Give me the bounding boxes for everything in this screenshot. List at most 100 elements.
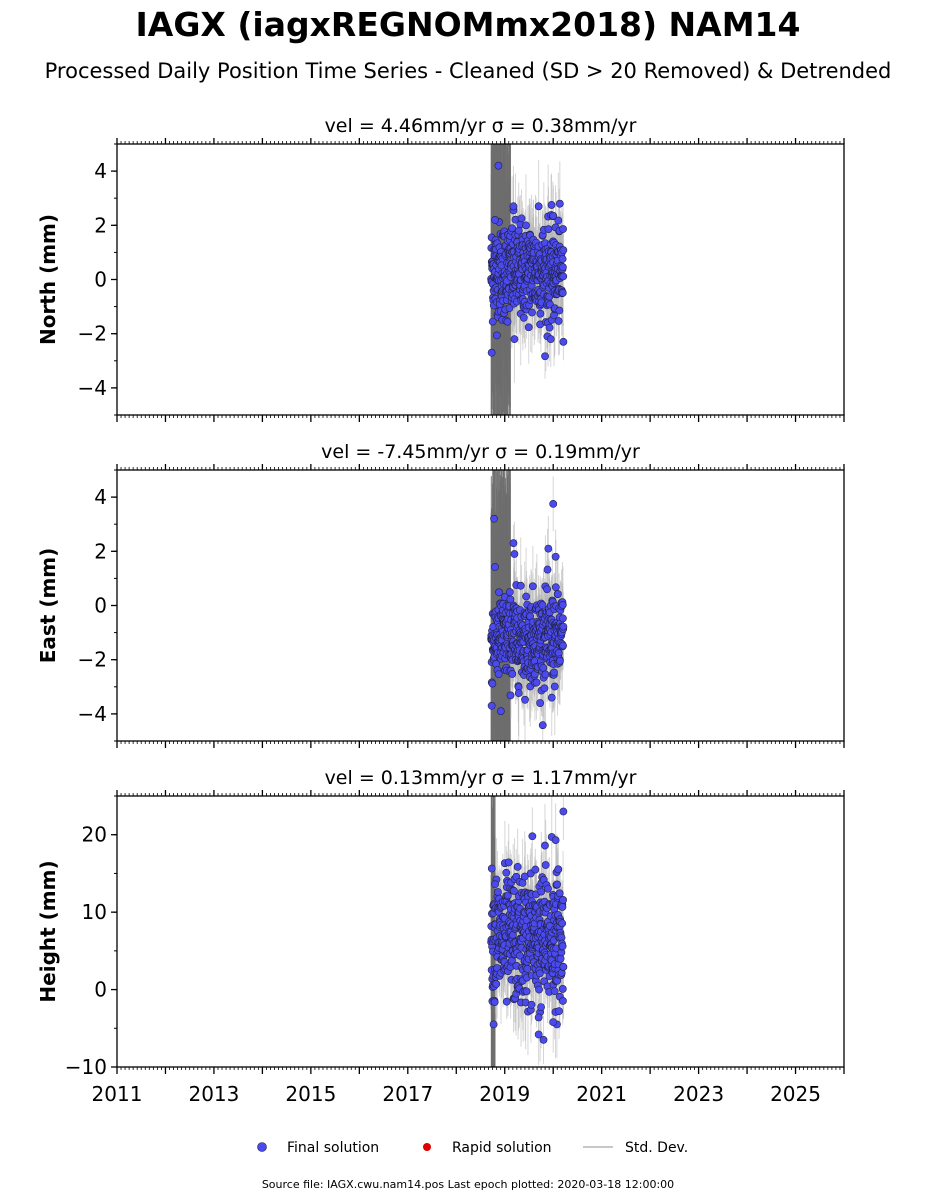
y-tick-label: −2 — [78, 322, 107, 346]
legend-final-label: Final solution — [287, 1140, 379, 1156]
panel-title: vel = -7.45mm/yr σ = 0.19mm/yr — [321, 441, 640, 463]
final-solution-point — [517, 214, 526, 223]
y-tick-label: −2 — [78, 648, 107, 672]
final-solution-point — [528, 582, 537, 591]
final-solution-point — [553, 590, 562, 598]
final-solution-point — [558, 288, 567, 297]
final-solution-point — [490, 998, 499, 1007]
legend-rapid-label: Rapid solution — [452, 1140, 552, 1156]
final-solution-point — [504, 858, 513, 867]
final-solution-point — [509, 202, 518, 211]
axes-frame — [116, 143, 845, 416]
final-solution-point — [558, 255, 567, 263]
final-solution-point — [505, 588, 514, 596]
final-solution-point — [558, 985, 567, 993]
final-solution-point — [489, 1020, 498, 1029]
final-solution-point — [523, 965, 532, 973]
final-solution-point — [532, 678, 541, 687]
final-solution-point — [549, 499, 558, 508]
final-solution-point — [536, 309, 545, 318]
final-solution-point — [534, 202, 543, 211]
figure-subtitle: Processed Daily Position Time Series - C… — [45, 59, 892, 83]
plot-area — [487, 796, 568, 1067]
final-solution-point — [545, 323, 554, 332]
y-tick-label: −4 — [78, 702, 107, 726]
final-solution-point — [540, 684, 549, 693]
final-solution-point — [556, 657, 564, 665]
y-tick-label: 0 — [94, 978, 107, 1002]
final-solution-point — [541, 352, 549, 361]
final-solution-point — [543, 585, 551, 594]
final-solution-point — [538, 601, 547, 610]
y-tick-label: 2 — [94, 539, 107, 563]
final-solution-point — [503, 317, 512, 326]
final-solution-point — [554, 216, 563, 225]
figure-title: IAGX (iagxREGNOMmx2018) NAM14 — [136, 5, 801, 44]
final-solution-point — [524, 323, 533, 332]
final-solution-point — [510, 550, 519, 558]
final-solution-point — [510, 887, 518, 895]
x-tick-label: 2013 — [188, 1082, 239, 1106]
final-solution-point — [536, 699, 545, 707]
final-solution-point — [555, 199, 564, 208]
axes-frame — [116, 469, 845, 742]
final-solution-point — [522, 987, 531, 996]
y-tick-label: 0 — [94, 268, 107, 292]
final-solution-point — [487, 864, 496, 873]
final-solution-point — [549, 1018, 558, 1026]
final-solution-point — [537, 1003, 545, 1012]
plot-area — [487, 144, 568, 415]
final-solution-point — [558, 600, 567, 609]
final-solution-point — [544, 884, 552, 893]
plot-area — [487, 470, 568, 741]
final-solution-point — [559, 614, 567, 623]
final-solution-point — [492, 980, 501, 988]
final-solution-point — [559, 896, 567, 904]
final-solution-point — [535, 969, 544, 978]
final-solution-point — [490, 514, 498, 523]
final-solution-point — [495, 588, 503, 597]
final-solution-point — [543, 565, 552, 574]
final-solution-point — [559, 225, 567, 233]
final-solution-point — [505, 304, 514, 313]
final-solution-point — [516, 581, 525, 590]
final-solution-point — [528, 832, 537, 841]
x-tick-label: 2017 — [382, 1082, 433, 1106]
final-solution-point — [554, 649, 563, 657]
final-solution-point — [514, 689, 523, 698]
final-solution-point — [503, 891, 512, 900]
y-tick-label: 4 — [94, 159, 107, 183]
final-solution-point — [559, 997, 567, 1005]
axes-frame — [116, 795, 845, 1068]
final-solution-point — [555, 889, 564, 898]
y-tick-label: 2 — [94, 213, 107, 237]
y-tick-label: 4 — [94, 485, 107, 509]
final-solution-point — [551, 836, 560, 845]
legend-rapid-marker — [423, 1143, 431, 1151]
final-solution-point — [534, 1013, 543, 1022]
final-solution-point — [555, 306, 564, 315]
final-solution-point — [527, 1000, 536, 1009]
final-solution-point — [494, 161, 503, 170]
final-solution-point — [555, 1007, 563, 1016]
legend-final-marker — [257, 1142, 267, 1152]
final-solution-point — [534, 1030, 543, 1039]
final-solution-point — [522, 221, 530, 230]
y-axis-label: Height (mm) — [36, 860, 60, 1002]
y-tick-label: 10 — [82, 900, 107, 924]
x-tick-label: 2011 — [92, 1082, 143, 1106]
final-solution-point — [491, 563, 499, 571]
final-solution-point — [541, 841, 549, 850]
final-solution-point — [491, 215, 499, 224]
final-solution-point — [488, 679, 497, 688]
x-tick-label: 2021 — [576, 1082, 627, 1106]
y-axis-label: North (mm) — [36, 214, 60, 345]
final-solution-point — [537, 887, 546, 896]
final-solution-point — [554, 317, 563, 325]
final-solution-point — [559, 807, 568, 816]
final-solution-point — [559, 272, 568, 281]
final-solution-point — [514, 226, 523, 235]
